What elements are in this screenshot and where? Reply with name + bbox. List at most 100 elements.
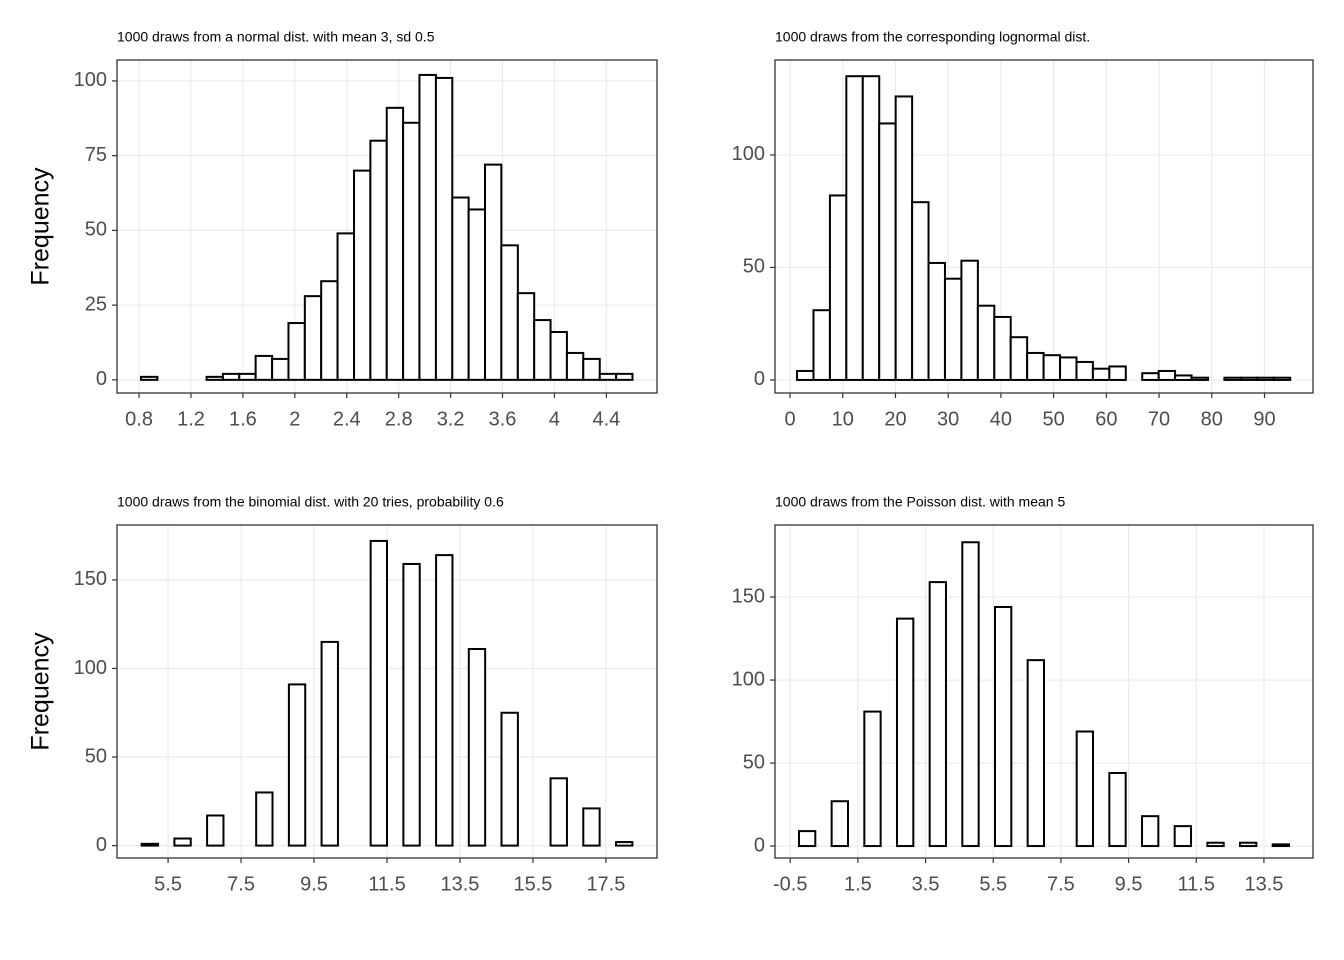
y-tick-label: 100 (732, 668, 765, 690)
x-tick-label: 40 (990, 408, 1012, 430)
x-tick-label: 15.5 (513, 873, 552, 895)
bar (1059, 356, 1078, 381)
bar (565, 351, 585, 381)
bar (369, 139, 388, 381)
bar (911, 201, 930, 381)
bar (1239, 841, 1258, 848)
bar (320, 280, 339, 381)
bar (369, 539, 388, 847)
bar (1174, 374, 1193, 381)
y-tick-label: 0 (96, 368, 107, 390)
bar (1026, 351, 1045, 381)
y-tick-label: 25 (85, 293, 107, 315)
bar (1173, 825, 1193, 848)
y-tick-label: 0 (754, 368, 765, 390)
bar (894, 95, 914, 381)
x-tick-label: 7.5 (1047, 873, 1075, 895)
bar (221, 372, 241, 381)
bar (976, 304, 996, 381)
bar (1108, 772, 1127, 848)
bar (336, 232, 356, 381)
bar (1223, 376, 1242, 381)
bar (254, 354, 274, 381)
bar (549, 777, 568, 847)
panel-border (116, 524, 658, 859)
x-tick-label: 3.2 (437, 408, 465, 430)
bar (796, 369, 815, 381)
x-tick-label: 1.6 (229, 408, 257, 430)
bar (140, 842, 160, 847)
y-tick-label: 50 (743, 256, 765, 278)
bar (418, 73, 437, 381)
x-tick-label: 5.5 (979, 873, 1007, 895)
bar (1141, 372, 1160, 381)
bar (1206, 841, 1225, 848)
bar (927, 261, 946, 381)
bar (287, 322, 306, 381)
bar (993, 315, 1012, 381)
y-tick-label: 50 (85, 745, 107, 767)
bar (1042, 354, 1062, 381)
x-tick-label: 5.5 (154, 873, 182, 895)
bar (943, 277, 963, 381)
bar (238, 372, 257, 381)
bar (928, 581, 947, 848)
bar (863, 710, 882, 848)
x-tick-label: 9.5 (1115, 873, 1143, 895)
bar (797, 830, 817, 848)
bar (451, 196, 470, 381)
x-tick-label: 13.5 (1244, 873, 1283, 895)
bar (1075, 730, 1094, 848)
bar (615, 372, 634, 381)
x-tick-label: -0.5 (773, 873, 807, 895)
y-tick-label: 100 (74, 69, 107, 91)
x-tick-label: 0 (784, 408, 795, 430)
bar (484, 163, 503, 381)
x-tick-label: 4.4 (592, 408, 620, 430)
bar (895, 617, 915, 848)
y-axis-label: Frequency (27, 632, 55, 751)
bar (1141, 815, 1160, 848)
bar (1026, 659, 1046, 848)
x-tick-label: 2 (289, 408, 300, 430)
bar (1190, 376, 1209, 381)
bar (255, 791, 274, 847)
y-tick-label: 150 (732, 585, 765, 607)
bar (467, 208, 487, 381)
chart-title: 1000 draws from the Poisson dist. with m… (775, 494, 1065, 510)
chart-title: 1000 draws from the corresponding lognor… (775, 29, 1090, 45)
panel-border (116, 59, 658, 394)
x-tick-label: 4 (549, 408, 560, 430)
x-tick-label: 2.4 (333, 408, 361, 430)
x-tick-label: 30 (937, 408, 959, 430)
bar (434, 76, 454, 381)
chart-title: 1000 draws from a normal dist. with mean… (117, 29, 435, 45)
bar (533, 319, 552, 381)
y-tick-label: 100 (74, 657, 107, 679)
x-tick-label: 1.5 (844, 873, 872, 895)
bar (516, 292, 536, 381)
bar (582, 807, 601, 847)
x-tick-label: 3.5 (912, 873, 940, 895)
bar (828, 194, 848, 381)
y-tick-label: 75 (85, 144, 107, 166)
panel-border (774, 524, 1314, 859)
x-tick-label: 11.5 (1178, 873, 1215, 895)
bar (830, 800, 849, 848)
chart-title: 1000 draws from the binomial dist. with … (117, 494, 504, 510)
bar (582, 357, 601, 381)
y-tick-label: 0 (96, 834, 107, 856)
y-tick-label: 150 (74, 568, 107, 590)
y-tick-label: 100 (732, 143, 765, 165)
bar (206, 814, 225, 847)
bar (1075, 360, 1094, 381)
x-tick-label: 10 (832, 408, 854, 430)
x-tick-label: 3.6 (489, 408, 517, 430)
bar (1157, 369, 1177, 381)
bar (878, 122, 897, 381)
y-axis-label: Frequency (27, 167, 55, 286)
y-tick-label: 0 (754, 834, 765, 856)
bar (1091, 367, 1111, 381)
